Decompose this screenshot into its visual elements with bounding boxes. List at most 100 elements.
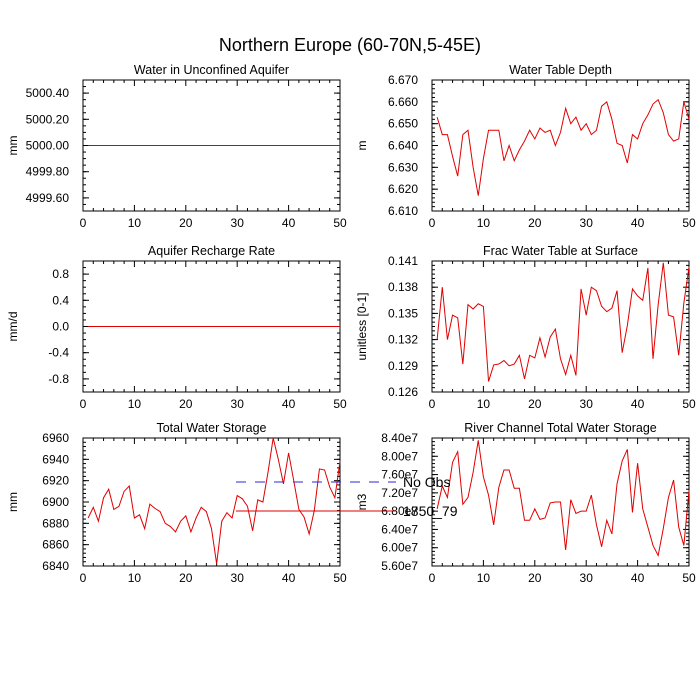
y-tick-label: 0.129 — [388, 359, 418, 373]
panel-2: Water Table Depth m 0 10 20 30 40 50 6.610 6.620 6… — [355, 63, 696, 230]
y-tick-label: 6920 — [42, 474, 69, 488]
series-line-1850_79 — [87, 437, 341, 564]
y-tick-label: 8.00e7 — [381, 449, 418, 463]
y-axis-label: mm — [6, 492, 20, 512]
x-tick-label: 0 — [429, 216, 436, 230]
x-tick-label: 30 — [231, 216, 245, 230]
x-tick-label: 10 — [477, 216, 491, 230]
x-tick-label: 40 — [282, 216, 296, 230]
legend-label-1850-79: 1850_79 — [403, 503, 458, 519]
x-tick-label: 40 — [631, 571, 645, 585]
plot-frame — [431, 260, 690, 393]
figure-title: Northern Europe (60-70N,5-45E) — [219, 35, 481, 55]
x-tick-label: 50 — [333, 216, 347, 230]
panel-title: Total Water Storage — [156, 421, 266, 435]
x-tick-label: 50 — [682, 571, 696, 585]
x-tick-label: 50 — [682, 216, 696, 230]
y-axis-label: m3 — [355, 493, 369, 510]
y-tick-label: 6880 — [42, 516, 69, 530]
x-tick-label: 20 — [528, 216, 542, 230]
y-tick-label: 6960 — [42, 431, 69, 445]
panel-title: Water in Unconfined Aquifer — [134, 63, 289, 77]
y-tick-label: 8.40e7 — [381, 431, 418, 445]
y-tick-label: 5000.20 — [26, 112, 70, 126]
y-tick-label: 6.650 — [388, 117, 418, 131]
legend-label-no-obs: No Obs — [403, 474, 450, 490]
x-tick-label: 30 — [231, 571, 245, 585]
x-tick-label: 20 — [528, 571, 542, 585]
y-tick-label: 0.4 — [52, 293, 69, 307]
panel-4: Frac Water Table at Surface unitless [0-1… — [355, 244, 696, 411]
x-tick-label: 10 — [128, 571, 142, 585]
y-axis-label: unitless [0-1] — [355, 292, 369, 360]
x-tick-label: 30 — [580, 216, 594, 230]
x-tick-label: 10 — [128, 397, 142, 411]
x-tick-label: 30 — [231, 397, 245, 411]
y-tick-label: 7.60e7 — [381, 468, 418, 482]
y-tick-label: 5000.40 — [26, 86, 70, 100]
y-tick-label: 4999.60 — [26, 191, 70, 205]
y-tick-label: -0.4 — [48, 346, 69, 360]
x-tick-label: 20 — [179, 216, 193, 230]
y-axis-label: m — [355, 141, 369, 151]
x-tick-label: 50 — [333, 571, 347, 585]
panel-5: Total Water Storage mm 0 10 20 30 40 50 6840 6860… — [6, 421, 347, 585]
x-tick-label: 0 — [80, 397, 87, 411]
y-tick-label: 6.610 — [388, 204, 418, 218]
plot-frame — [82, 437, 341, 567]
y-axis-label: mm — [6, 136, 20, 156]
y-tick-label: 6.620 — [388, 182, 418, 196]
x-tick-label: 20 — [179, 397, 193, 411]
legend: No Obs 1850_79 — [236, 474, 458, 519]
panel-1: Water in Unconfined Aquifer mm 0 10 20 30 40 50… — [6, 63, 347, 230]
panel-3: Aquifer Recharge Rate mm/d 0 10 20 30 40 50 -0.8… — [6, 244, 347, 411]
y-tick-label: 5000.00 — [26, 139, 70, 153]
series-line-1850_79 — [436, 98, 690, 196]
x-tick-label: 0 — [80, 216, 87, 230]
x-tick-label: 40 — [631, 397, 645, 411]
panel-6: River Channel Total Water Storage m3 0 10 20… — [355, 421, 696, 585]
panel-title: River Channel Total Water Storage — [464, 421, 657, 435]
panel-title: Aquifer Recharge Rate — [148, 244, 275, 258]
y-tick-label: 5.60e7 — [381, 559, 418, 573]
x-tick-label: 40 — [282, 571, 296, 585]
y-tick-label: 6940 — [42, 452, 69, 466]
x-tick-label: 30 — [580, 397, 594, 411]
panel-title: Water Table Depth — [509, 63, 612, 77]
x-tick-label: 40 — [282, 397, 296, 411]
y-tick-label: 6.80e7 — [381, 504, 418, 518]
y-tick-label: 6.40e7 — [381, 522, 418, 536]
panel-title: Frac Water Table at Surface — [483, 244, 638, 258]
x-tick-label: 40 — [631, 216, 645, 230]
y-tick-label: 6.640 — [388, 139, 418, 153]
y-tick-label: 0.0 — [52, 320, 69, 334]
y-axis-label: mm/d — [6, 312, 20, 342]
y-tick-label: 0.8 — [52, 267, 69, 281]
y-tick-label: 6840 — [42, 559, 69, 573]
x-tick-label: 10 — [477, 571, 491, 585]
y-tick-label: 6.670 — [388, 73, 418, 87]
series-line-1850_79 — [436, 262, 690, 382]
y-tick-label: 0.135 — [388, 306, 418, 320]
y-tick-label: 0.132 — [388, 333, 418, 347]
x-tick-label: 20 — [179, 571, 193, 585]
y-tick-label: 4999.80 — [26, 165, 70, 179]
y-tick-label: -0.8 — [48, 372, 69, 386]
y-tick-label: 6.630 — [388, 160, 418, 174]
x-tick-label: 10 — [477, 397, 491, 411]
panels-group: Water in Unconfined Aquifer mm 0 10 20 30 40 50… — [6, 63, 696, 585]
y-tick-label: 7.20e7 — [381, 486, 418, 500]
y-tick-label: 0.141 — [388, 254, 418, 268]
y-tick-label: 6900 — [42, 495, 69, 509]
x-tick-label: 50 — [333, 397, 347, 411]
y-tick-label: 6.00e7 — [381, 541, 418, 555]
plot-frame — [431, 437, 690, 567]
series-line-1850_79 — [436, 440, 690, 558]
y-tick-label: 6860 — [42, 538, 69, 552]
x-tick-label: 10 — [128, 216, 142, 230]
x-tick-label: 0 — [80, 571, 87, 585]
x-tick-label: 20 — [528, 397, 542, 411]
y-tick-label: 0.126 — [388, 385, 418, 399]
y-tick-label: 6.660 — [388, 95, 418, 109]
